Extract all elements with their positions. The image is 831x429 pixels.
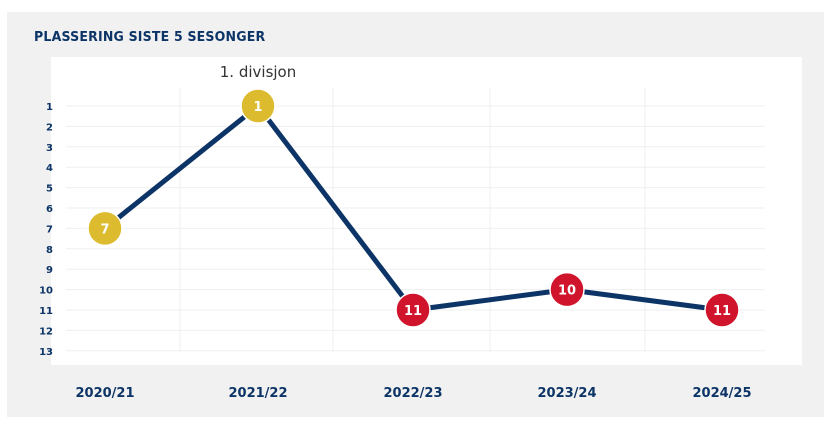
data-label: 10 [558, 284, 576, 299]
data-point [704, 292, 740, 328]
data-label: 11 [713, 304, 731, 319]
y-tick-label: 4 [46, 163, 53, 174]
data-point [87, 210, 123, 247]
x-tick-label: 2024/25 [692, 386, 751, 401]
y-tick-label: 8 [46, 245, 53, 256]
y-tick-label: 9 [46, 265, 53, 276]
y-tick-label: 1 [46, 102, 53, 113]
data-point [395, 292, 431, 328]
data-label: 1 [253, 100, 262, 115]
y-tick-label: 11 [39, 306, 53, 317]
x-tick-label: 2021/22 [228, 386, 287, 401]
data-point [240, 88, 276, 124]
data-label: 7 [100, 222, 109, 237]
data-point [549, 271, 585, 308]
y-tick-label: 6 [46, 204, 53, 215]
y-tick-label: 2 [46, 122, 53, 133]
y-tick-label: 3 [46, 143, 53, 154]
x-tick-label: 2020/21 [75, 386, 134, 401]
chart-title: PLASSERING SISTE 5 SESONGER [34, 29, 266, 45]
y-tick-label: 10 [39, 286, 53, 297]
annotation-label: 1. divisjon [220, 63, 296, 81]
y-tick-label: 13 [39, 347, 53, 358]
y-tick-label: 7 [46, 224, 53, 235]
x-tick-label: 2023/24 [537, 386, 596, 401]
data-label: 11 [404, 304, 422, 319]
y-tick-label: 5 [46, 184, 53, 195]
y-tick-label: 12 [39, 326, 53, 337]
x-tick-label: 2022/23 [383, 386, 442, 401]
